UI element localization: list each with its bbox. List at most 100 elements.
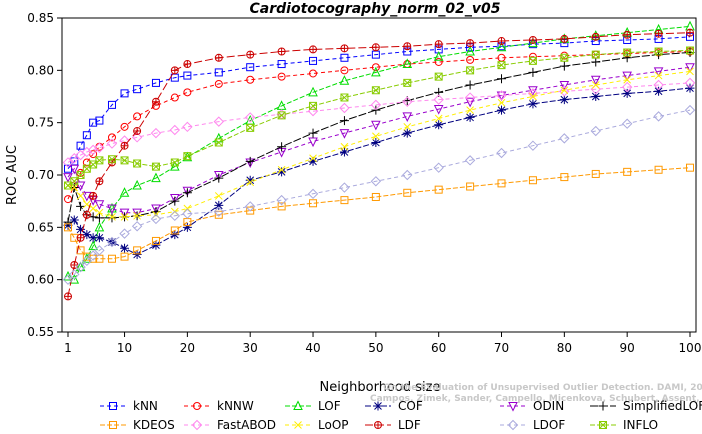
x-tick-label: 30 <box>243 341 258 355</box>
legend-label: KDEOS <box>133 418 175 432</box>
data-point-kdeos <box>654 165 663 174</box>
data-point-inflo <box>497 61 506 70</box>
data-point-odin <box>402 112 413 123</box>
data-point-inflo <box>277 111 286 120</box>
data-point-ldf <box>371 43 380 52</box>
data-point-inflo <box>528 56 537 65</box>
data-point-ldf <box>591 32 600 41</box>
data-point-knnw <box>107 133 116 142</box>
data-point-inflo <box>95 156 104 165</box>
data-point-simplifiedlof <box>94 213 104 223</box>
data-point-loop <box>529 92 537 101</box>
data-point-knn <box>183 71 192 80</box>
data-point-knn <box>82 131 91 140</box>
data-point-ldof <box>87 250 99 261</box>
data-point-cof <box>591 92 601 101</box>
data-point-knn <box>133 85 142 94</box>
data-point-kdeos <box>434 185 443 194</box>
data-point-knn <box>340 53 349 62</box>
data-point-cof <box>434 120 444 130</box>
data-point-knn <box>95 116 104 125</box>
legend-swatch-marker <box>109 402 117 410</box>
series-ldof <box>62 104 696 285</box>
data-point-kdeos <box>107 254 116 263</box>
data-point-loop <box>246 178 255 187</box>
data-point-simplifiedlof <box>497 74 507 84</box>
data-point-loop <box>76 192 85 200</box>
legend-swatch-marker <box>508 402 518 412</box>
data-point-knnw <box>120 122 129 131</box>
data-point-simplifiedlof <box>63 217 73 227</box>
legend-label: kNNW <box>217 399 254 413</box>
series-line-loop <box>67 70 691 218</box>
data-point-ldf <box>120 141 129 150</box>
data-point-loop <box>403 122 412 131</box>
data-point-knnw <box>309 69 318 78</box>
series-line-cof <box>67 87 691 256</box>
data-point-cof <box>497 105 507 115</box>
data-point-lof <box>339 75 350 85</box>
series-loop <box>64 67 694 221</box>
data-point-kdeos <box>151 236 160 245</box>
data-point-cof <box>528 99 538 109</box>
data-point-ldof <box>182 208 193 219</box>
data-point-cof <box>76 224 86 234</box>
data-point-inflo <box>214 138 223 147</box>
data-point-kdeos <box>623 167 632 176</box>
data-point-cof <box>94 233 104 243</box>
data-point-odin <box>308 137 318 148</box>
data-point-loop <box>89 204 97 213</box>
x-tick-label: 50 <box>368 341 383 355</box>
data-point-inflo <box>133 159 142 168</box>
y-tick-label: 0.60 <box>27 273 54 287</box>
data-point-kdeos <box>246 206 255 215</box>
data-point-knn <box>309 56 318 65</box>
data-point-loop <box>372 132 380 141</box>
data-point-lof <box>308 86 318 97</box>
data-point-cof <box>654 86 664 96</box>
data-point-fastabod <box>169 124 181 136</box>
data-point-simplifiedlof <box>170 196 180 206</box>
series-inflo <box>64 46 694 190</box>
y-tick-label: 0.55 <box>27 325 54 339</box>
data-point-ldf <box>309 45 318 54</box>
plot-area <box>62 20 696 301</box>
series-line-lof <box>67 25 691 281</box>
legend-swatch-marker <box>193 402 201 410</box>
data-point-knn <box>277 60 286 69</box>
data-point-ldof <box>684 104 696 116</box>
data-point-odin <box>63 173 73 183</box>
data-point-odin <box>75 181 86 192</box>
series-line-inflo <box>67 49 691 186</box>
data-point-ldf <box>214 53 223 62</box>
legend-item-ldof: LDOF <box>500 418 565 432</box>
data-point-fastabod <box>244 112 256 123</box>
series-line-kdeos <box>67 167 691 260</box>
data-point-simplifiedlof <box>339 116 349 126</box>
data-point-loop <box>434 114 443 123</box>
data-point-loop <box>133 211 141 220</box>
data-point-fastabod <box>559 86 570 97</box>
legend: kNN kNNW LOF COF ODIN SimplifiedLOF KDEOS FastA… <box>100 399 702 432</box>
legend-item-kdeos: KDEOS <box>100 418 175 432</box>
legend-swatch-marker <box>373 421 383 429</box>
data-point-knnw <box>170 93 179 102</box>
data-point-ldof <box>150 213 162 225</box>
data-point-simplifiedlof <box>308 128 318 138</box>
data-point-odin <box>169 194 180 204</box>
legend-swatch-marker <box>293 400 303 410</box>
data-point-simplifiedlof <box>76 201 86 211</box>
data-point-fastabod <box>370 99 382 111</box>
data-point-knn <box>76 141 85 150</box>
data-point-cof <box>214 200 224 210</box>
data-point-kdeos <box>340 196 349 205</box>
data-point-inflo <box>151 162 160 171</box>
data-point-fastabod <box>464 92 476 103</box>
data-point-ldof <box>169 210 181 222</box>
data-point-loop <box>183 204 192 213</box>
data-point-ldf <box>685 28 695 37</box>
data-point-ldf <box>466 39 475 48</box>
x-tick-label: 20 <box>180 341 195 355</box>
y-tick-label: 0.80 <box>27 63 54 77</box>
x-tick-label: 90 <box>620 341 635 355</box>
